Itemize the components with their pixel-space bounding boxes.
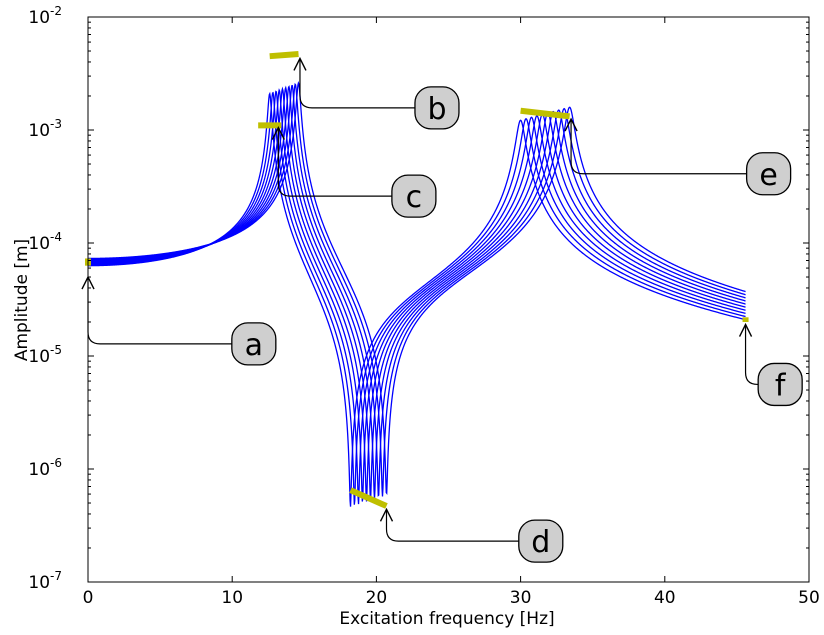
annotation-connector — [87, 278, 232, 345]
x-axis-ticks: 0 10 20 30 40 50 — [83, 17, 820, 608]
highlight-segment-b — [269, 51, 299, 60]
annotation-arrow-head — [379, 507, 394, 522]
annotation-arrow-head — [293, 56, 307, 71]
annotation-label: c — [406, 180, 423, 215]
annotation-label: a — [245, 328, 263, 363]
annotation-c: c — [271, 126, 437, 218]
annotation-arrow-head — [81, 275, 95, 290]
annotation-box — [414, 86, 460, 130]
annotation-connector — [570, 120, 747, 175]
annotation-b: b — [293, 56, 460, 130]
y-axis-ticks: 10-7 10-6 10-5 10-4 10-3 10-2 — [28, 4, 809, 593]
annotation-f: f — [738, 322, 803, 407]
annotation-connector — [299, 59, 415, 109]
annotation-connector — [277, 128, 392, 197]
annotation-label: d — [531, 525, 550, 560]
y-tick-label: 10-2 — [28, 4, 62, 28]
x-tick-label: 10 — [221, 588, 243, 608]
y-tick-label: 10-6 — [28, 456, 62, 480]
annotation-a: a — [81, 275, 277, 366]
y-tick-label: 10-5 — [28, 343, 62, 367]
y-tick-label: 10-3 — [28, 117, 62, 141]
callout-annotations: a b c d e f — [81, 56, 803, 563]
y-tick-label: 10-7 — [28, 569, 62, 593]
x-tick-label: 30 — [510, 588, 532, 608]
response-curves — [88, 80, 746, 507]
y-axis-title: Amplitude [m] — [12, 239, 32, 361]
annotation-arrow-head — [738, 322, 753, 337]
annotation-arrow-head — [271, 126, 285, 140]
annotation-box — [757, 362, 803, 407]
annotation-label: b — [427, 92, 446, 127]
y-tick-label: 10-4 — [28, 230, 62, 254]
highlight-segment-e — [520, 107, 570, 120]
annotation-box — [745, 152, 792, 196]
annotation-e: e — [564, 117, 792, 196]
x-tick-label: 50 — [798, 588, 820, 608]
annotation-box — [518, 519, 564, 563]
x-tick-label: 0 — [83, 588, 94, 608]
annotation-arrow-head — [564, 117, 578, 132]
annotation-d: d — [379, 507, 564, 563]
annotation-label: f — [775, 368, 787, 403]
x-axis-title: Excitation frequency [Hz] — [339, 609, 554, 629]
response-curve — [88, 80, 746, 495]
annotation-connector — [385, 510, 519, 542]
x-tick-label: 20 — [366, 588, 388, 608]
x-tick-label: 40 — [654, 588, 676, 608]
annotation-box — [391, 174, 437, 218]
highlight-segment-d — [349, 487, 388, 509]
annotation-box — [231, 322, 277, 366]
annotation-label: e — [759, 158, 777, 193]
